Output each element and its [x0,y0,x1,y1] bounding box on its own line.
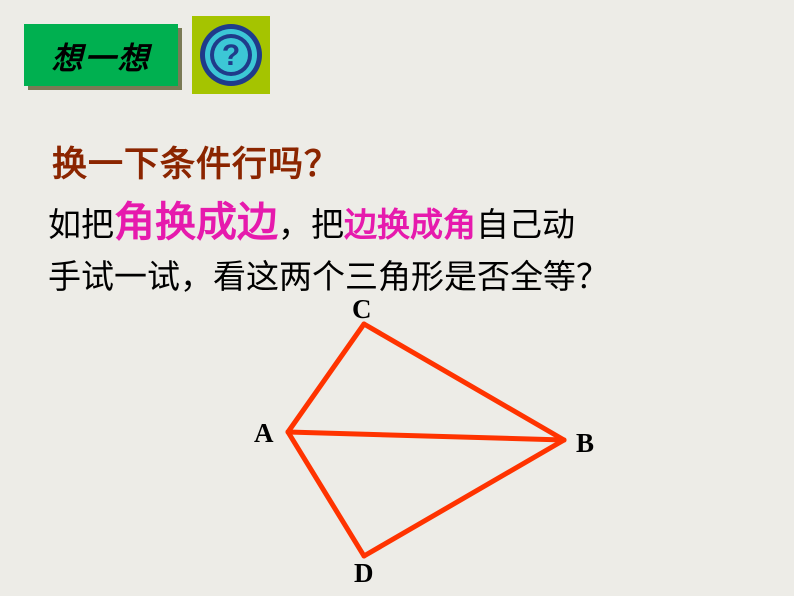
think-label: 想一想 [52,33,151,78]
body-h1: 角换成边 [114,199,278,245]
body-h2: 边换成角 [344,208,476,244]
triangle-diagram: A B C D [224,310,604,580]
body-t2: ，把 [278,208,344,244]
svg-text:?: ? [222,39,240,72]
question-icon-box: ? [192,16,270,94]
vertex-label-b: B [576,428,594,459]
diagram-svg [224,310,604,580]
body-text: 如把角换成边，把边换成角自己动手试一试，看这两个三角形是否全等？ [48,192,748,303]
question-mark-icon: ? [198,22,264,88]
think-box: 想一想 [24,24,178,86]
vertex-label-c: C [352,294,372,325]
vertex-label-d: D [354,558,374,589]
body-t1: 如把 [48,208,114,244]
question-title: 换一下条件行吗？ [52,136,340,187]
vertex-label-a: A [254,418,274,449]
body-t4: 手试一试，看这两个三角形是否全等？ [48,260,609,296]
body-t3: 自己动 [476,208,575,244]
